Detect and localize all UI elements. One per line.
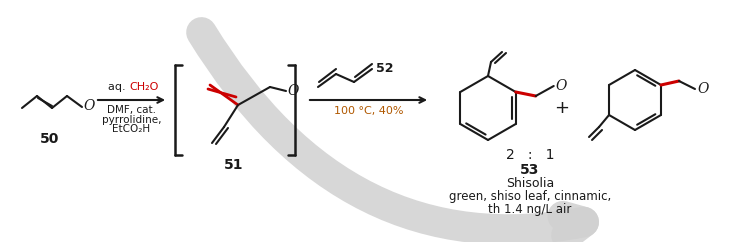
Text: pyrrolidine,: pyrrolidine, [102,115,161,125]
Text: O: O [556,79,567,93]
Text: 100 °C, 40%: 100 °C, 40% [334,106,403,116]
Text: O: O [697,82,708,96]
Text: DMF, cat.: DMF, cat. [107,105,156,115]
Text: 52: 52 [376,62,394,76]
Text: th 1.4 ng/L air: th 1.4 ng/L air [488,203,571,216]
Text: EtCO₂H: EtCO₂H [112,124,151,134]
Text: aq.: aq. [108,82,129,92]
Text: O: O [287,84,299,98]
Text: 2   :   1: 2 : 1 [506,148,554,162]
Text: CH₂O: CH₂O [129,82,159,92]
Text: 50: 50 [40,132,59,146]
Text: 53: 53 [520,163,539,177]
Text: 51: 51 [224,158,244,172]
Text: +: + [554,99,569,117]
FancyArrowPatch shape [201,32,584,235]
Text: green, shiso leaf, cinnamic,: green, shiso leaf, cinnamic, [449,190,611,203]
Text: O: O [83,99,94,113]
Text: Shisolia: Shisolia [506,177,554,190]
